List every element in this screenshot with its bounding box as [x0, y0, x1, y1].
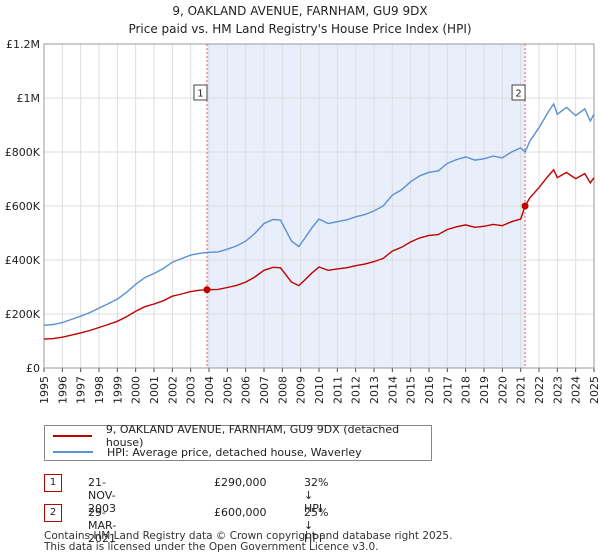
sale-label-number: 2	[515, 89, 521, 100]
legend-swatch-hpi	[53, 451, 93, 453]
price-chart: 9, OAKLAND AVENUE, FARNHAM, GU9 9DX Price…	[5, 4, 600, 404]
x-tick-label: 2004	[203, 376, 216, 404]
x-tick-label: 1998	[93, 376, 106, 404]
x-tick-label: 2023	[551, 376, 564, 404]
x-tick-label: 2012	[350, 376, 363, 404]
chart-legend: 9, OAKLAND AVENUE, FARNHAM, GU9 9DX (det…	[44, 423, 432, 461]
x-tick-label: 2024	[570, 376, 583, 404]
x-tick-label: 2016	[423, 376, 436, 404]
x-tick-label: 2000	[130, 376, 143, 404]
sale-label-number: 1	[197, 89, 203, 100]
x-tick-label: 2005	[221, 376, 234, 404]
footer-line-licence: This data is licensed under the Open Gov…	[44, 541, 379, 553]
x-tick-label: 2022	[533, 376, 546, 404]
x-tick-label: 2018	[460, 376, 473, 404]
chart-title: 9, OAKLAND AVENUE, FARNHAM, GU9 9DX	[172, 4, 427, 18]
y-tick-label: £200K	[5, 308, 41, 321]
x-tick-label: 2002	[166, 376, 179, 404]
x-tick-label: 2014	[386, 376, 399, 404]
y-tick-label: £1M	[17, 92, 41, 105]
sale-number-badge: 2	[44, 504, 62, 522]
plot-frame	[43, 43, 595, 369]
legend-label-hpi: HPI: Average price, detached house, Wave…	[107, 445, 362, 459]
x-tick-label: 1997	[75, 376, 88, 404]
y-tick-label: £0	[26, 362, 40, 375]
legend-label-property: 9, OAKLAND AVENUE, FARNHAM, GU9 9DX (det…	[105, 423, 400, 449]
footer-notice: Contains HM Land Registry data © Crown c…	[44, 531, 452, 553]
x-tick-label: 2019	[478, 376, 491, 404]
x-tick-label: 2025	[588, 376, 600, 404]
x-tick-label: 2009	[295, 376, 308, 404]
x-tick-label: 2015	[405, 376, 418, 404]
x-tick-label: 2007	[258, 376, 271, 404]
x-tick-label: 2020	[496, 376, 509, 404]
x-tick-label: 2001	[148, 376, 161, 404]
sale-label-box	[193, 84, 208, 101]
sale-price: £600,000	[214, 506, 267, 519]
x-tick-label: 2008	[276, 376, 289, 404]
sale-price: £290,000	[214, 476, 267, 489]
x-tick-label: 2013	[368, 376, 381, 404]
x-tick-label: 1995	[38, 376, 51, 404]
legend-swatch-property	[53, 435, 92, 437]
sale-date: 29-MAR-2021	[88, 506, 117, 545]
x-tick-label: 2003	[185, 376, 198, 404]
x-tick-label: 1999	[111, 376, 124, 404]
sale-point	[521, 202, 529, 210]
hpi-series-line	[43, 102, 595, 326]
sale-number-badge: 1	[44, 474, 62, 492]
chart-subtitle: Price paid vs. HM Land Registry's House …	[128, 22, 471, 36]
x-tick-label: 2006	[240, 376, 253, 404]
x-tick-label: 2017	[441, 376, 454, 404]
property-series-line	[43, 168, 595, 340]
x-tick-label: 2011	[331, 376, 344, 404]
sale-hpi-diff: 25% ↓ HPI	[304, 506, 329, 545]
sale-hpi-diff: 32% ↓ HPI	[304, 476, 329, 515]
y-tick-label: £1.2M	[6, 38, 40, 51]
x-tick-label: 1996	[56, 376, 69, 404]
legend-item-property: 9, OAKLAND AVENUE, FARNHAM, GU9 9DX (det…	[53, 423, 431, 449]
y-tick-label: £400K	[5, 254, 41, 267]
y-tick-label: £800K	[5, 146, 41, 159]
sale-date: 21-NOV-2003	[88, 476, 116, 515]
sale-label-box	[511, 84, 526, 101]
x-tick-label: 2010	[313, 376, 326, 404]
legend-item-hpi: HPI: Average price, detached house, Wave…	[53, 444, 362, 460]
x-tick-label: 2021	[515, 376, 528, 404]
sale-point	[203, 286, 211, 294]
y-tick-label: £600K	[5, 200, 41, 213]
footer-line-copyright: Contains HM Land Registry data © Crown c…	[44, 530, 453, 542]
